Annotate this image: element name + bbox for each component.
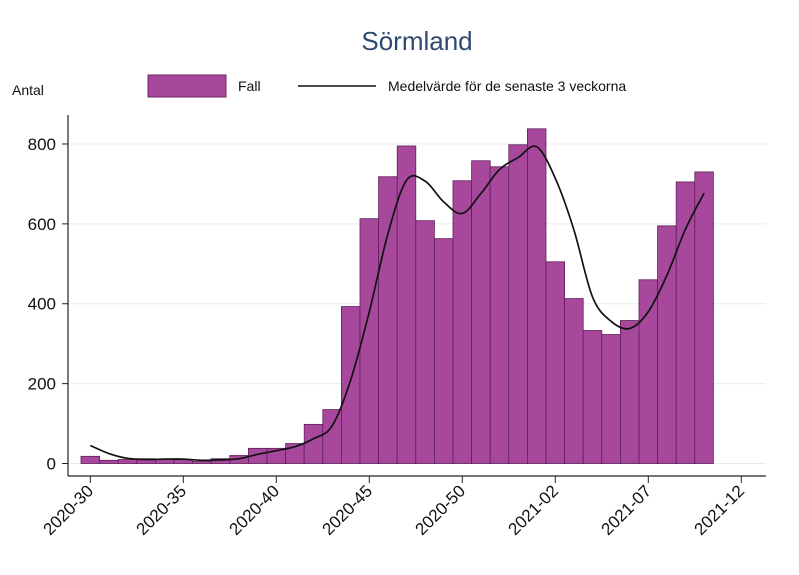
y-tick-label: 0 <box>47 455 56 474</box>
x-tick-label: 2020-40 <box>226 481 284 539</box>
average-line-group <box>89 145 705 462</box>
bar <box>489 166 510 464</box>
x-tick-label: 2021-12 <box>691 481 749 539</box>
bar <box>638 279 659 464</box>
x-tick-label: 2021-07 <box>598 481 656 539</box>
legend: Fall Medelvärde för de senaste 3 veckorn… <box>147 74 626 98</box>
chart-title: Sörmland <box>361 26 472 56</box>
bar <box>527 128 547 464</box>
bar <box>601 334 621 464</box>
average-line <box>89 145 705 462</box>
bar <box>545 261 566 464</box>
bar <box>322 409 342 464</box>
bar <box>471 160 491 464</box>
bar <box>564 298 584 464</box>
bar <box>303 423 324 464</box>
y-tick-label: 800 <box>28 135 56 154</box>
x-tick-label: 2020-35 <box>133 481 191 539</box>
bars <box>80 128 714 464</box>
bar <box>378 176 398 464</box>
bar <box>582 330 603 464</box>
bar <box>80 455 101 464</box>
bar <box>508 144 528 464</box>
bar <box>433 238 454 464</box>
x-tick-label: 2020-45 <box>319 481 377 539</box>
bar <box>675 181 696 464</box>
y-tick-label: 600 <box>28 215 56 234</box>
y-tick-label: 200 <box>28 375 56 394</box>
x-tick-label: 2020-50 <box>412 481 470 539</box>
x-tick-label: 2021-02 <box>505 481 563 539</box>
bar <box>694 171 714 464</box>
bar <box>99 459 119 464</box>
bar <box>340 306 361 464</box>
bar <box>415 220 435 464</box>
y-tick-label: 400 <box>28 295 56 314</box>
x-tick-label: 2020-30 <box>40 481 98 539</box>
y-axis-label: Antal <box>12 82 44 98</box>
bar <box>117 459 138 464</box>
bar <box>452 180 473 464</box>
bar <box>192 461 212 464</box>
legend-bar-label: Fall <box>238 78 261 94</box>
bar <box>620 320 640 464</box>
legend-bar-swatch <box>147 74 227 98</box>
bar <box>359 218 380 464</box>
legend-line-label: Medelvärde för de senaste 3 veckorna <box>388 78 626 94</box>
